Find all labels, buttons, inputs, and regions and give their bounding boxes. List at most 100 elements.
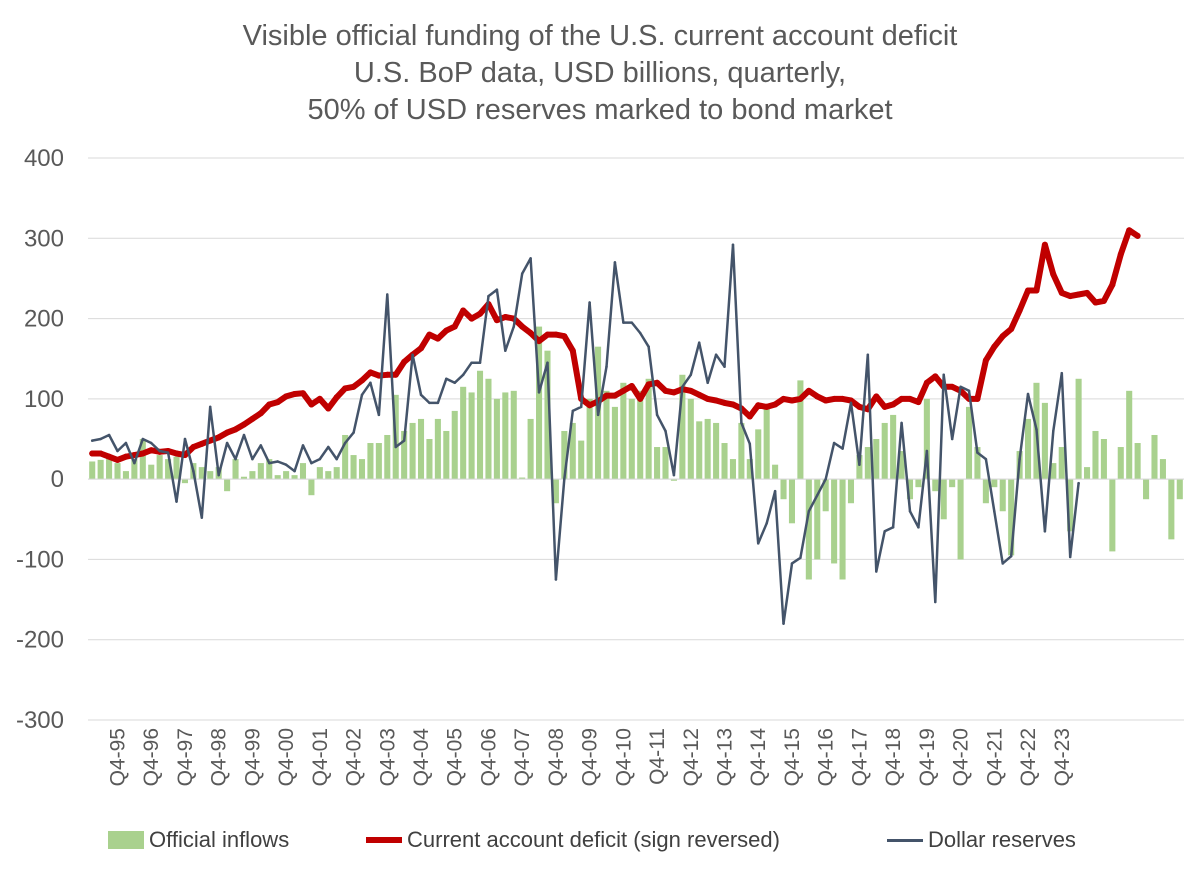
line-dollar-reserves-point <box>782 622 785 625</box>
line-dollar-reserves-point <box>504 349 507 352</box>
line-dollar-reserves-point <box>596 413 600 417</box>
line-current-account-deficit-point <box>873 393 880 400</box>
line-dollar-reserves-point <box>967 389 971 393</box>
bar-official-inflows <box>1024 418 1032 480</box>
line-current-account-deficit-point <box>350 383 357 390</box>
bar-official-inflows <box>856 455 863 480</box>
line-dollar-reserves-point <box>453 381 456 385</box>
y-tick-label: 100 <box>24 386 64 413</box>
bar-official-inflows <box>805 479 812 580</box>
x-tick-label: Q4-23 <box>1051 728 1074 786</box>
line-current-account-deficit-point <box>907 395 913 402</box>
line-current-account-deficit-point <box>586 402 593 409</box>
line-dollar-reserves-point <box>512 325 516 328</box>
x-tick-label: Q4-08 <box>545 728 568 786</box>
line-dollar-reserves-point <box>849 401 853 405</box>
line-current-account-deficit-point <box>772 401 779 408</box>
line-current-account-deficit-point <box>552 331 559 338</box>
bar-official-inflows <box>721 443 728 480</box>
line-dollar-reserves-point <box>259 444 263 447</box>
line-dollar-reserves-point <box>487 294 490 298</box>
bar-official-inflows <box>266 459 273 480</box>
line-dollar-reserves-point <box>748 442 752 446</box>
line-dollar-reserves-point <box>116 449 119 453</box>
line-dollar-reserves-point <box>327 445 330 449</box>
bar-official-inflows <box>426 439 433 480</box>
line-dollar-reserves-point <box>394 445 397 449</box>
line-current-account-deficit-point <box>839 395 846 402</box>
bar-official-inflows <box>881 422 888 480</box>
y-tick-label: -100 <box>16 546 64 573</box>
bar-official-inflows <box>131 459 138 480</box>
x-tick-label: Q4-13 <box>714 728 737 786</box>
line-dollar-reserves-point <box>200 516 204 519</box>
line-current-account-deficit-point <box>687 387 694 394</box>
line-dollar-reserves-point <box>714 353 718 356</box>
bar-official-inflows <box>1092 430 1099 480</box>
x-tick-label: Q4-06 <box>478 728 501 786</box>
bar-official-inflows <box>1084 467 1091 480</box>
line-current-account-deficit-point <box>342 385 349 392</box>
bar-official-inflows <box>274 475 281 480</box>
line-current-account-deficit-point <box>780 395 787 402</box>
bar-official-inflows <box>1050 463 1057 480</box>
bar-official-inflows <box>409 422 416 480</box>
line-current-account-deficit-point <box>746 413 753 420</box>
line-current-account-deficit-point <box>493 317 500 324</box>
bar-official-inflows <box>333 467 340 480</box>
bar-official-inflows <box>991 479 998 488</box>
bar-official-inflows <box>729 459 736 480</box>
line-current-account-deficit-point <box>1033 287 1040 294</box>
bar-official-inflows <box>1075 378 1082 480</box>
bar-official-inflows <box>788 479 796 524</box>
bar-official-inflows <box>443 430 450 480</box>
bar-official-inflows <box>940 479 947 520</box>
bar-official-inflows <box>89 461 96 480</box>
bar-official-inflows <box>847 479 855 504</box>
line-dollar-reserves-point <box>1001 562 1004 565</box>
line-dollar-reserves-point <box>124 441 128 445</box>
line-current-account-deficit-point <box>89 450 96 457</box>
line-current-account-deficit-point <box>257 410 264 417</box>
line-current-account-deficit-point <box>729 401 736 408</box>
line-current-account-deficit-point <box>434 335 441 342</box>
bar-official-inflows <box>1100 439 1107 480</box>
line-dollar-reserves-point <box>858 463 861 466</box>
x-tick-label: Q4-15 <box>781 728 804 786</box>
line-current-account-deficit-point <box>114 456 121 463</box>
bar-official-inflows <box>308 479 315 496</box>
line-current-account-deficit-point <box>333 394 340 401</box>
line-current-account-deficit-point <box>603 392 610 399</box>
x-tick-label: Q4-96 <box>140 728 163 786</box>
x-tick-label: Q4-12 <box>680 728 703 786</box>
line-dollar-reserves-point <box>579 405 583 409</box>
line-dollar-reserves-point <box>605 365 608 368</box>
x-tick-label: Q4-20 <box>950 728 973 786</box>
line-current-account-deficit-point <box>274 399 281 406</box>
line-dollar-reserves-point <box>1035 428 1038 431</box>
line-dollar-reserves-point <box>655 413 659 417</box>
line-current-account-deficit-point <box>628 383 635 390</box>
x-tick-label: Q4-03 <box>376 728 399 786</box>
line-current-account-deficit-point <box>1025 287 1032 294</box>
line-dollar-reserves-point <box>546 361 549 364</box>
bar-official-inflows <box>772 464 779 480</box>
line-current-account-deficit-point <box>367 369 374 376</box>
line-current-account-deficit-point <box>1100 297 1107 304</box>
bar-official-inflows <box>401 430 408 480</box>
line-dollar-reserves-point <box>1009 554 1013 558</box>
bar-official-inflows <box>114 463 121 480</box>
line-current-account-deficit-point <box>923 379 930 386</box>
line-dollar-reserves-point <box>908 510 912 513</box>
legend-item-current-account-deficit: Current account deficit (sign reversed) <box>366 822 780 858</box>
line-dollar-reserves-point <box>942 373 945 377</box>
line-dollar-reserves-point <box>192 469 195 473</box>
bar-official-inflows <box>367 443 374 480</box>
line-current-account-deficit-point <box>704 395 711 402</box>
line-dollar-reserves-point <box>529 257 532 260</box>
line-current-account-deficit-point <box>915 399 922 406</box>
bar-official-inflows <box>932 479 939 492</box>
line-current-account-deficit-point <box>637 395 644 402</box>
bar-official-inflows <box>839 479 846 580</box>
bar-official-inflows <box>519 477 526 480</box>
